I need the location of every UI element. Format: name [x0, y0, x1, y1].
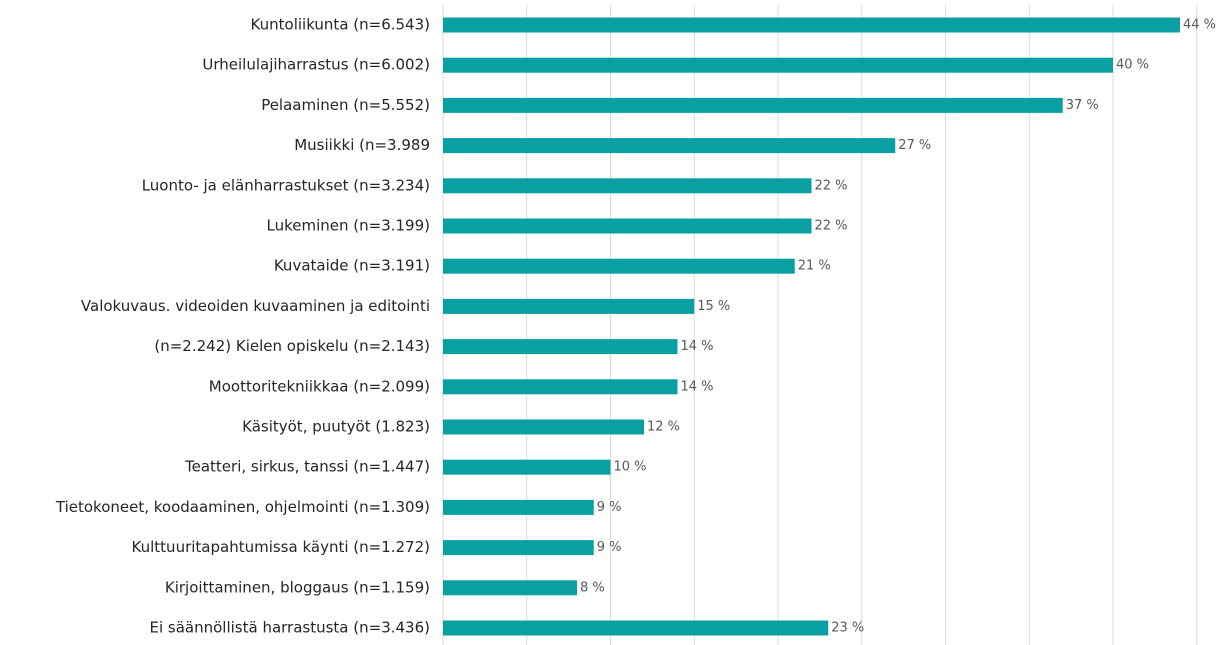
category-label: (n=2.242) Kielen opiskelu (n=2.143)	[154, 337, 430, 355]
data-label: 23 %	[831, 621, 864, 636]
category-label: Kuntoliikunta (n=6.543)	[251, 16, 430, 34]
category-label: Urheilulajiharrastus (n=6.002)	[202, 56, 430, 74]
data-label: 12 %	[647, 420, 680, 435]
category-label: Lukeminen (n=3.199)	[267, 217, 431, 235]
bar	[443, 17, 1180, 33]
bar	[443, 459, 611, 475]
data-label: 15 %	[697, 299, 730, 314]
data-label: 27 %	[898, 138, 931, 153]
category-label: Käsityöt, puutyöt (1.823)	[242, 418, 430, 436]
data-label: 10 %	[614, 460, 647, 475]
data-label: 44 %	[1183, 18, 1216, 33]
category-label: Musiikki (n=3.989	[294, 136, 430, 154]
bar	[443, 620, 829, 636]
category-label: Kirjoittaminen, bloggaus (n=1.159)	[165, 578, 430, 596]
category-label: Teatteri, sirkus, tanssi (n=1.447)	[184, 458, 430, 476]
data-label: 14 %	[681, 339, 714, 354]
data-label: 9 %	[597, 540, 622, 555]
bar	[443, 138, 896, 154]
category-label: Valokuvaus. videoiden kuvaaminen ja edit…	[81, 297, 430, 315]
bar	[443, 97, 1063, 113]
data-label: 9 %	[597, 500, 622, 515]
category-label: Luonto- ja elänharrastukset (n=3.234)	[142, 176, 430, 194]
data-label: 8 %	[580, 580, 605, 595]
category-label: Tietokoneet, koodaaminen, ohjelmointi (n…	[55, 498, 430, 516]
bar	[443, 178, 812, 194]
data-label: 14 %	[681, 379, 714, 394]
bar	[443, 419, 644, 435]
bar	[443, 298, 695, 314]
data-label: 22 %	[815, 219, 848, 234]
bar	[443, 499, 594, 515]
bar	[443, 379, 678, 395]
category-label: Moottoritekniikkaa (n=2.099)	[209, 377, 430, 395]
bar	[443, 339, 678, 355]
data-label: 37 %	[1066, 98, 1099, 113]
bar	[443, 258, 795, 274]
category-label: Kulttuuritapahtumissa käynti (n=1.272)	[132, 538, 430, 556]
data-label: 22 %	[815, 178, 848, 193]
bar	[443, 580, 577, 596]
category-label: Kuvataide (n=3.191)	[274, 257, 430, 275]
category-label: Ei säännöllistä harrastusta (n=3.436)	[149, 619, 430, 637]
bar	[443, 57, 1113, 73]
data-label: 40 %	[1116, 58, 1149, 73]
bar	[443, 540, 594, 556]
data-label: 21 %	[798, 259, 831, 274]
bar	[443, 218, 812, 234]
category-label: Pelaaminen (n=5.552)	[261, 96, 430, 114]
